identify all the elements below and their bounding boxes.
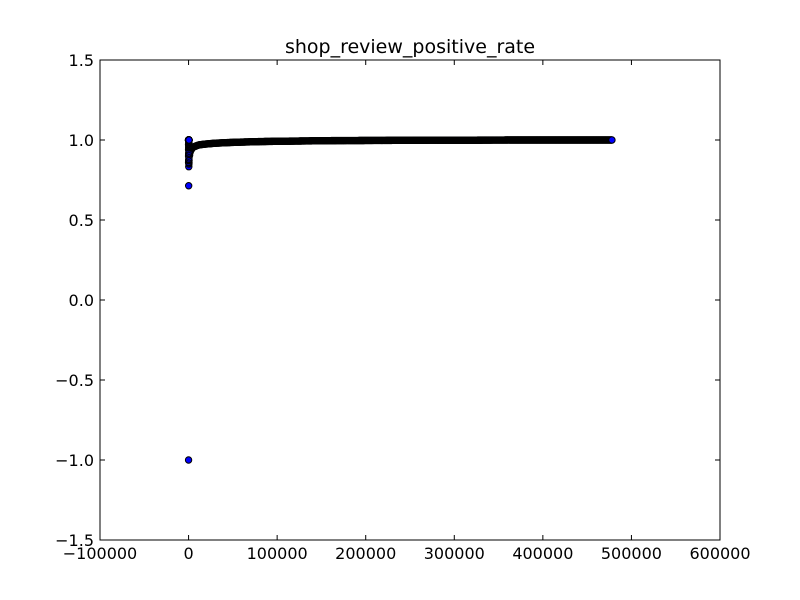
- data-point-last: [608, 136, 616, 144]
- y-tick-label: −0.5: [55, 371, 94, 390]
- data-point: [185, 136, 193, 144]
- data-point: [184, 456, 193, 464]
- x-tick-label: 500000: [601, 544, 662, 563]
- y-tick-label: −1.5: [55, 531, 94, 550]
- y-tick-label: 1.0: [69, 131, 94, 150]
- x-axis-ticks: −100000 0 100000 200000 300000 400000 500000 60…: [63, 60, 751, 563]
- plot-frame: [99, 59, 721, 541]
- chart-title: shop_review_positive_rate: [285, 36, 535, 58]
- data-point: [184, 182, 193, 190]
- x-tick-label: 300000: [424, 544, 485, 563]
- x-tick-label: 200000: [335, 544, 396, 563]
- y-tick-label: 1.5: [69, 51, 94, 70]
- x-tick-label: 400000: [512, 544, 573, 563]
- y-tick-label: −1.0: [55, 451, 94, 470]
- data-points: [184, 136, 616, 464]
- x-tick-label: 100000: [247, 544, 308, 563]
- y-tick-label: 0.0: [69, 291, 94, 310]
- x-tick-label: 600000: [689, 544, 750, 563]
- y-axis-ticks: −1.5 −1.0 −0.5 0.0 0.5 1.0 1.5: [55, 51, 720, 550]
- x-tick-label: −100000: [63, 544, 137, 563]
- y-tick-label: 0.5: [69, 211, 94, 230]
- x-tick-label: 0: [183, 544, 193, 563]
